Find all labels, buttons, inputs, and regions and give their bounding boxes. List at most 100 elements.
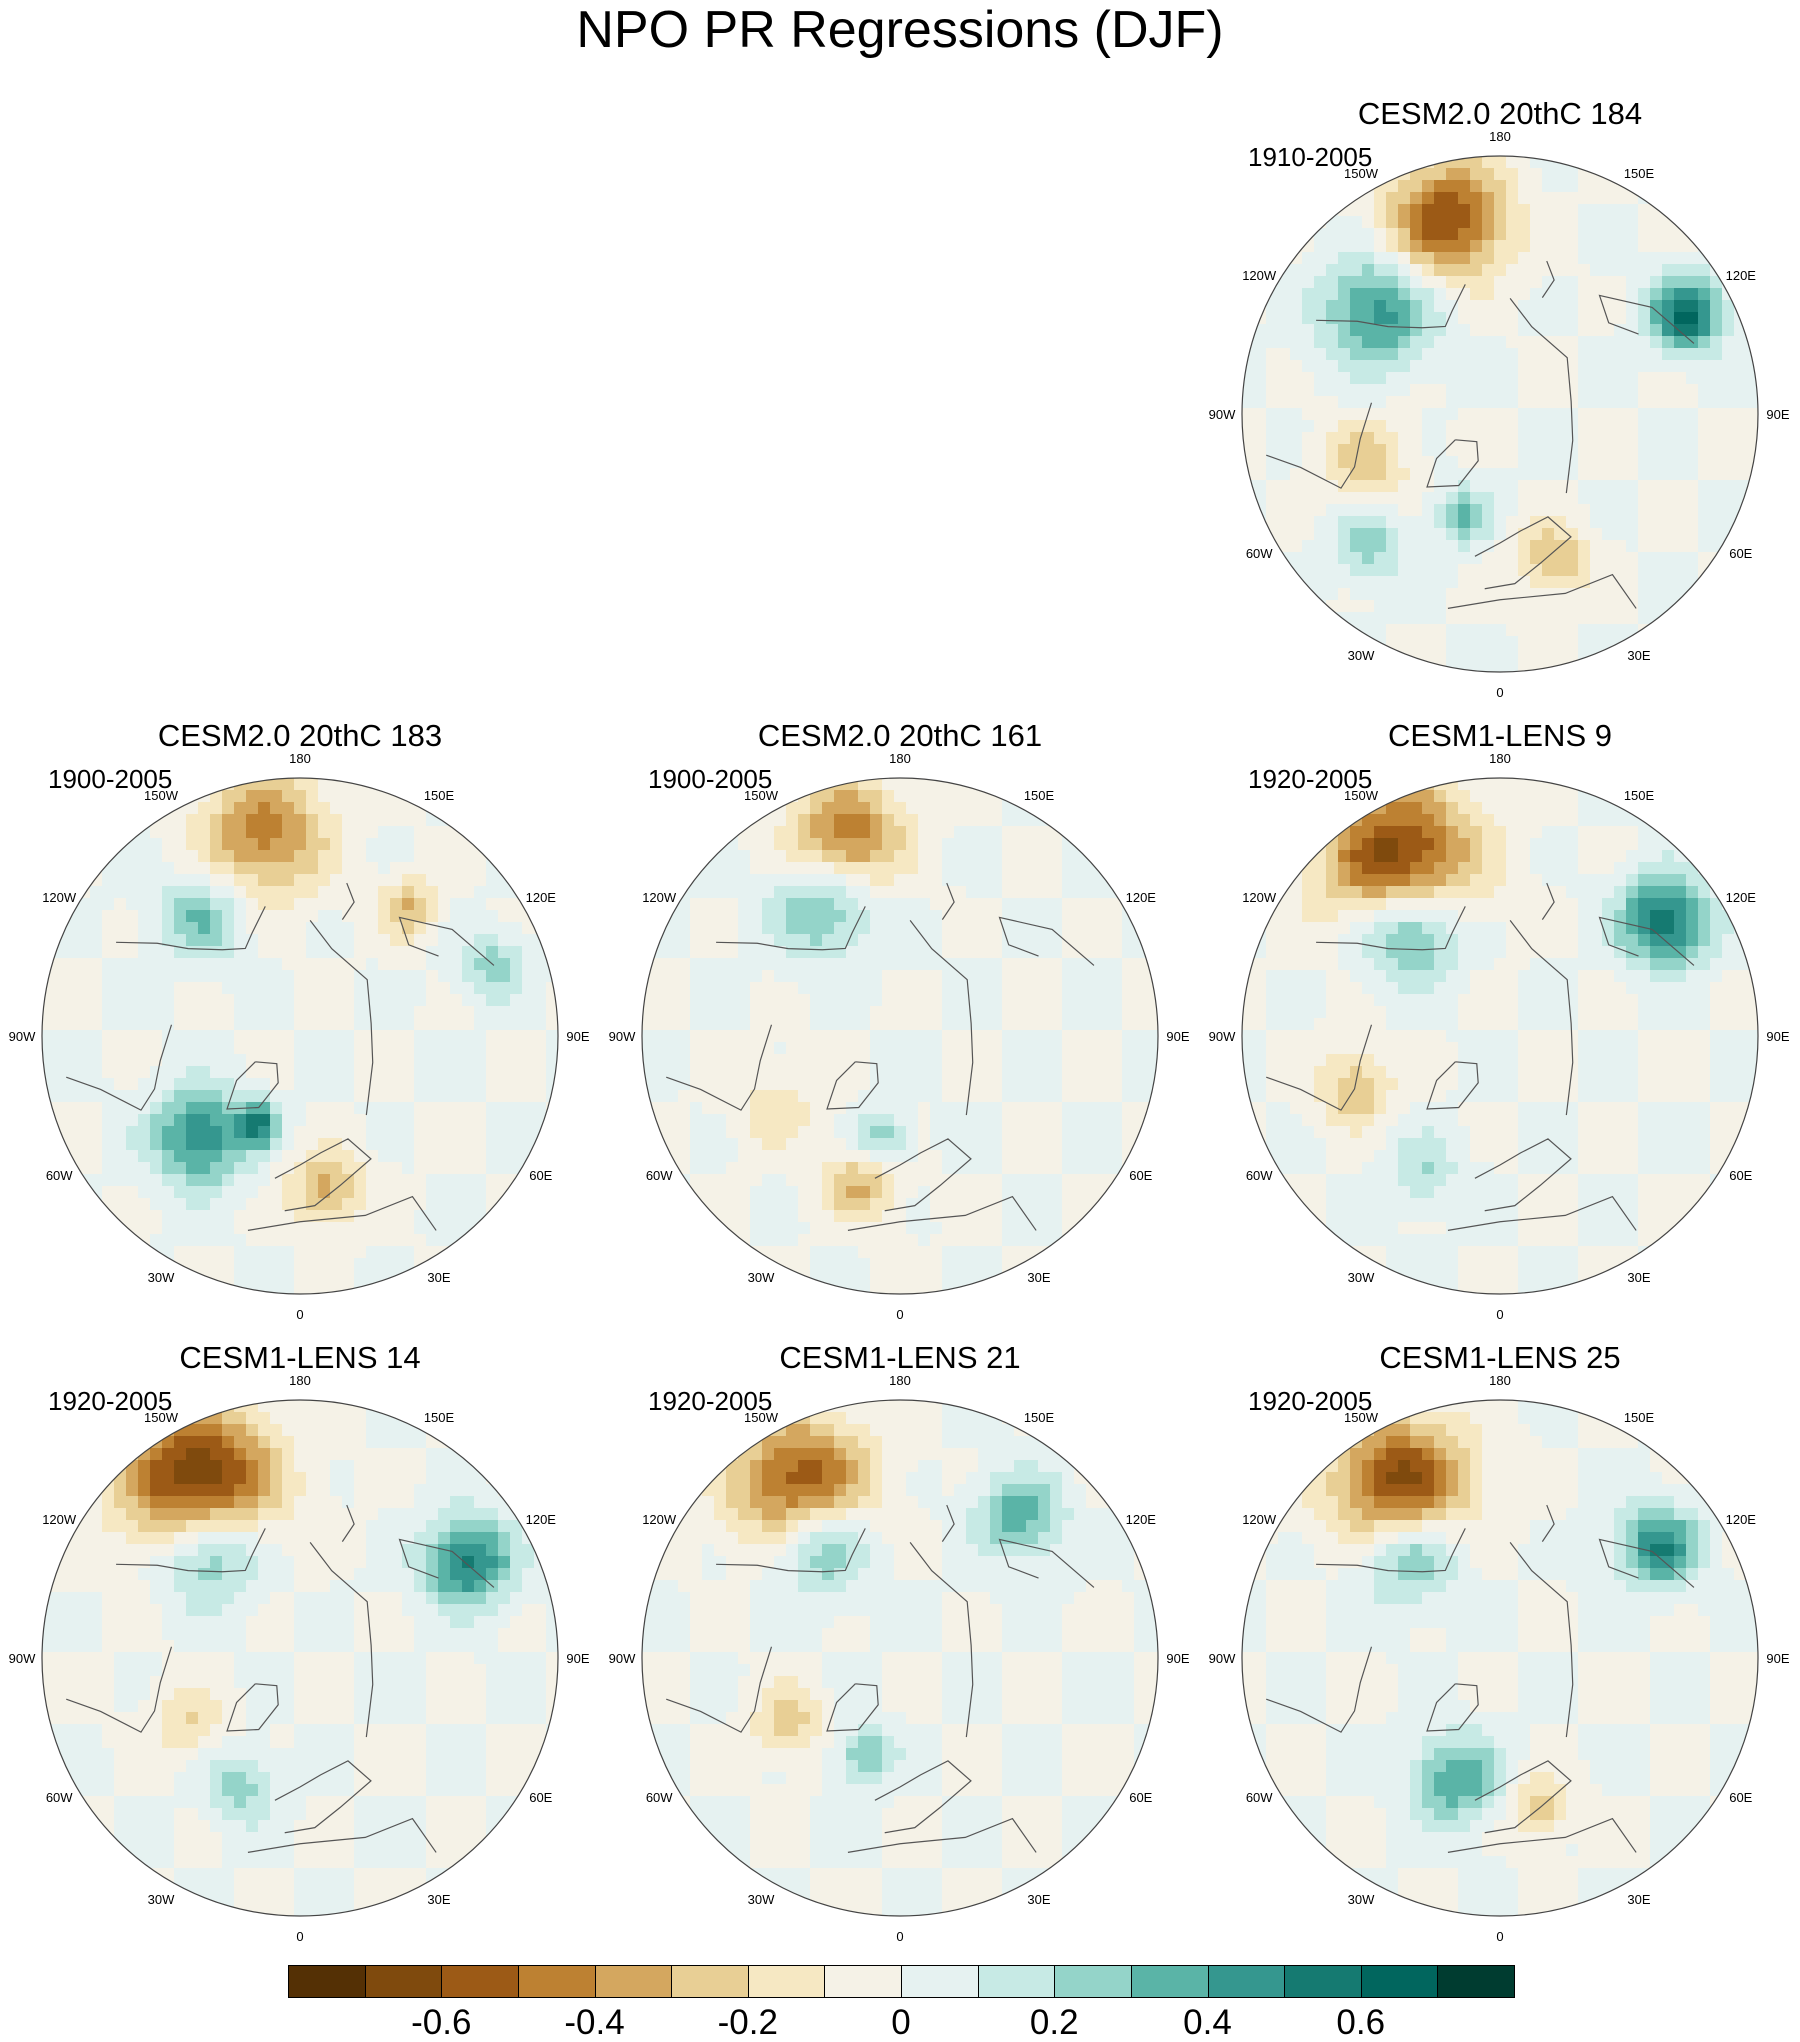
contour-cell [534,934,547,947]
contour-cell [246,862,259,875]
contour-cell [414,1186,427,1199]
contour-cell [1386,802,1399,815]
contour-cell [438,1138,451,1151]
contour-cell [390,1018,403,1031]
contour-cell [942,922,955,935]
contour-cell [1650,432,1663,445]
contour-cell [426,850,439,863]
contour-cell [270,1030,283,1043]
contour-cell [342,1222,355,1235]
contour-cell [54,970,67,983]
contour-cell [54,982,67,995]
contour-cell [342,1150,355,1163]
contour-cell [174,1054,187,1067]
contour-cell [810,1186,823,1199]
contour-cell [222,1042,235,1055]
contour-cell [318,1222,331,1235]
contour-cell [834,790,847,803]
contour-cell [1290,432,1303,445]
contour-cell [1110,1114,1123,1127]
contour-cell [210,1282,223,1294]
contour-cell [1530,336,1543,349]
contour-cell [138,838,151,851]
contour-cell [798,1126,811,1139]
contour-cell [1338,492,1351,505]
contour-cell [534,994,547,1007]
contour-cell [90,1090,103,1103]
contour-cell [1662,576,1675,589]
contour-cell [1410,252,1423,265]
contour-cell [702,910,715,923]
contour-cell [1494,826,1507,839]
contour-cell [1458,612,1471,625]
contour-cell [990,1270,1003,1283]
contour-cell [270,1150,283,1163]
contour-cell [1494,778,1507,791]
contour-cell [450,910,463,923]
contour-cell [1614,372,1627,385]
contour-cell [1422,372,1435,385]
contour-cell [318,1282,331,1294]
contour-cell [1266,300,1279,313]
contour-cell [834,898,847,911]
contour-cell [1518,564,1531,577]
contour-cell [1674,396,1687,409]
contour-cell [1458,276,1471,289]
contour-cell [906,838,919,851]
contour-cell [858,1126,871,1139]
contour-cell [642,1042,655,1055]
contour-cell [174,910,187,923]
contour-cell [786,1210,799,1223]
contour-cell [930,1030,943,1043]
contour-cell [990,814,1003,827]
contour-cell [1698,264,1711,277]
contour-cell [1410,396,1423,409]
contour-cell [162,1102,175,1115]
contour-cell [54,922,67,935]
contour-cell [1470,444,1483,457]
contour-cell [1314,336,1327,349]
contour-cell [402,1246,415,1259]
contour-cell [342,1258,355,1271]
contour-cell [1326,576,1339,589]
contour-cell [1350,240,1363,253]
contour-cell [798,1078,811,1091]
contour-cell [102,970,115,983]
contour-cell [450,898,463,911]
contour-cell [654,1006,667,1019]
contour-cell [858,982,871,995]
contour-cell [810,1126,823,1139]
contour-cell [1590,456,1603,469]
contour-cell [1122,1114,1135,1127]
map-border [1241,155,1759,673]
contour-cell [1062,1030,1075,1043]
contour-cell [762,1006,775,1019]
contour-cell [1650,564,1663,577]
contour-cell [954,946,967,959]
contour-cell [714,1018,727,1031]
contour-cell [1506,576,1519,589]
contour-cell [126,934,139,947]
contour-cell [1518,790,1531,803]
contour-cell [1710,504,1723,517]
contour-cell [222,1066,235,1079]
contour-cell [1614,826,1627,839]
contour-cell [870,862,883,875]
contour-cell [1602,360,1615,373]
contour-cell [1386,276,1399,289]
contour-cell [222,994,235,1007]
contour-cell [906,778,919,791]
contour-cell [474,1162,487,1175]
contour-cell [1722,420,1735,433]
contour-cell [1002,970,1015,983]
contour-cell [246,814,259,827]
contour-cell [462,1126,475,1139]
contour-cell [1470,778,1483,791]
contour-cell [1290,324,1303,337]
contour-cell [330,1234,343,1247]
contour-cell [258,1006,271,1019]
contour-cell [1002,1102,1015,1115]
contour-cell [402,898,415,911]
contour-cell [1542,444,1555,457]
contour-cell [1398,826,1411,839]
